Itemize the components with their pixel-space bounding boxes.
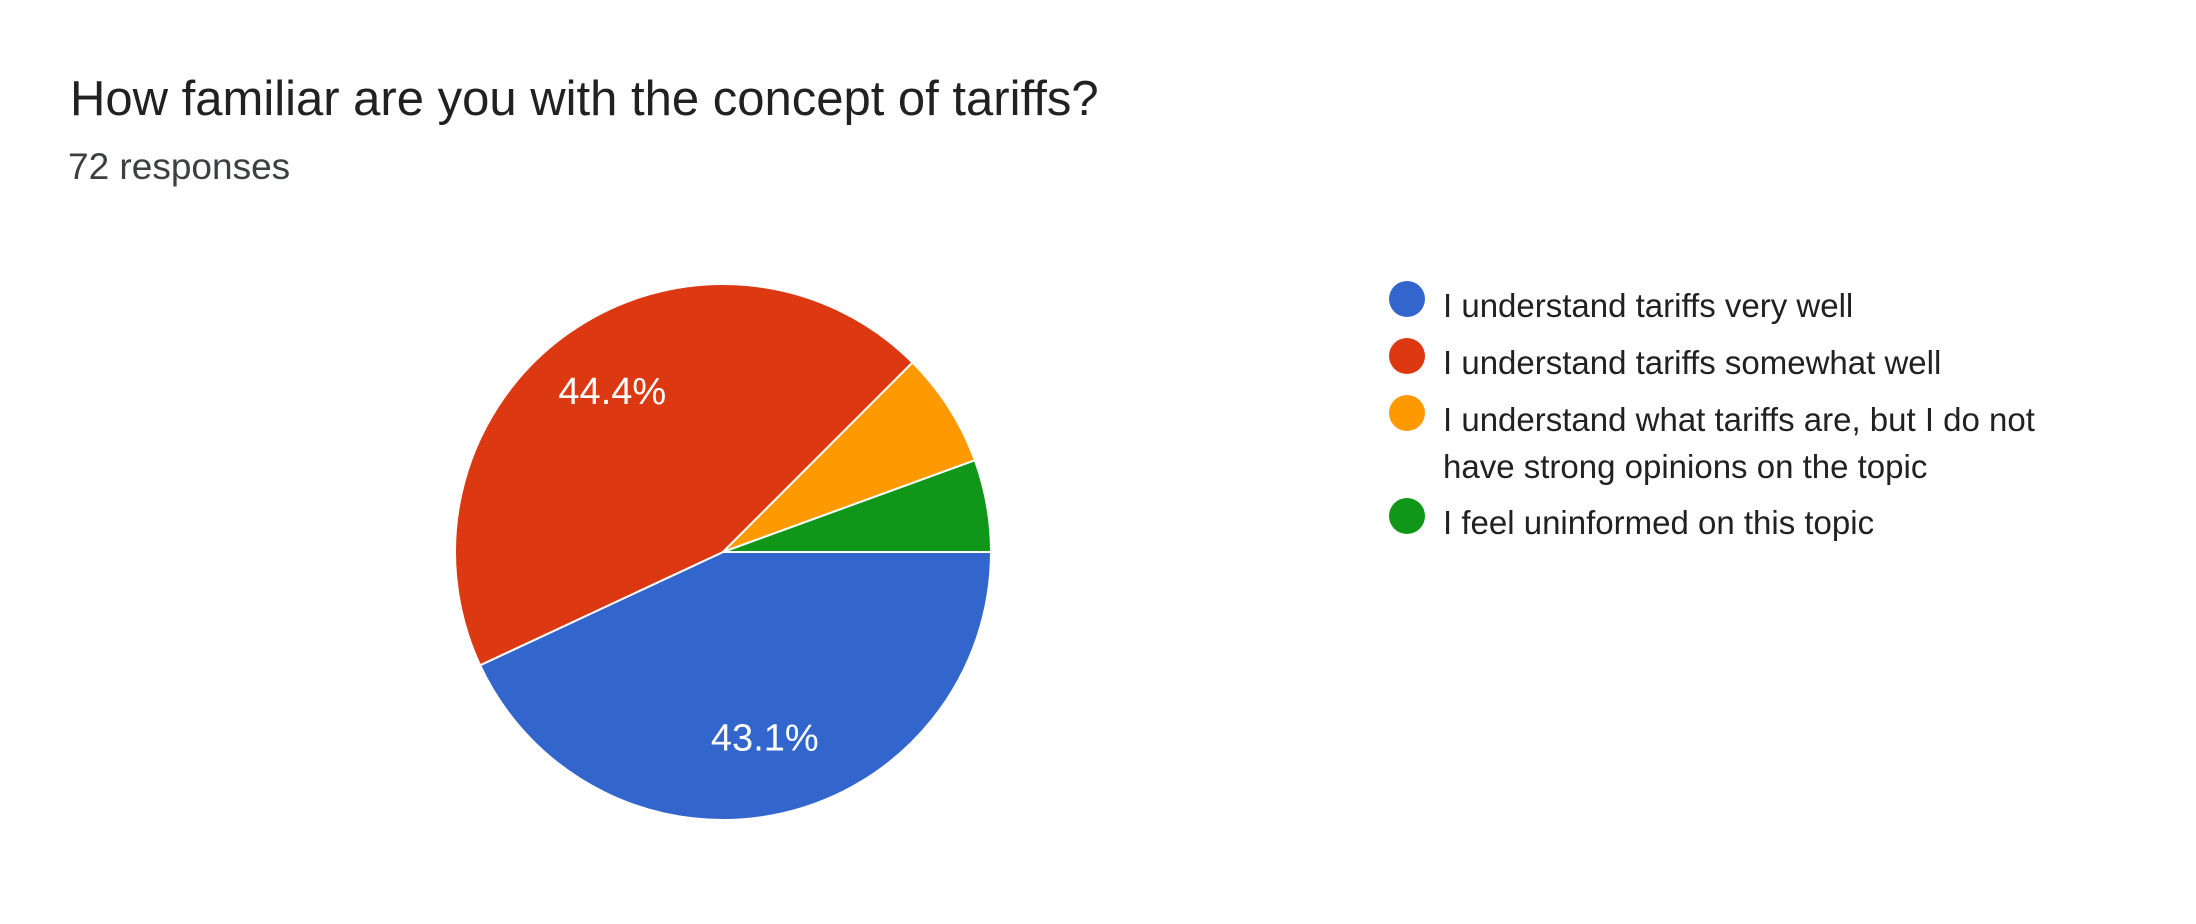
- svg-text:43.1%: 43.1%: [711, 717, 819, 759]
- svg-text:44.4%: 44.4%: [558, 371, 666, 413]
